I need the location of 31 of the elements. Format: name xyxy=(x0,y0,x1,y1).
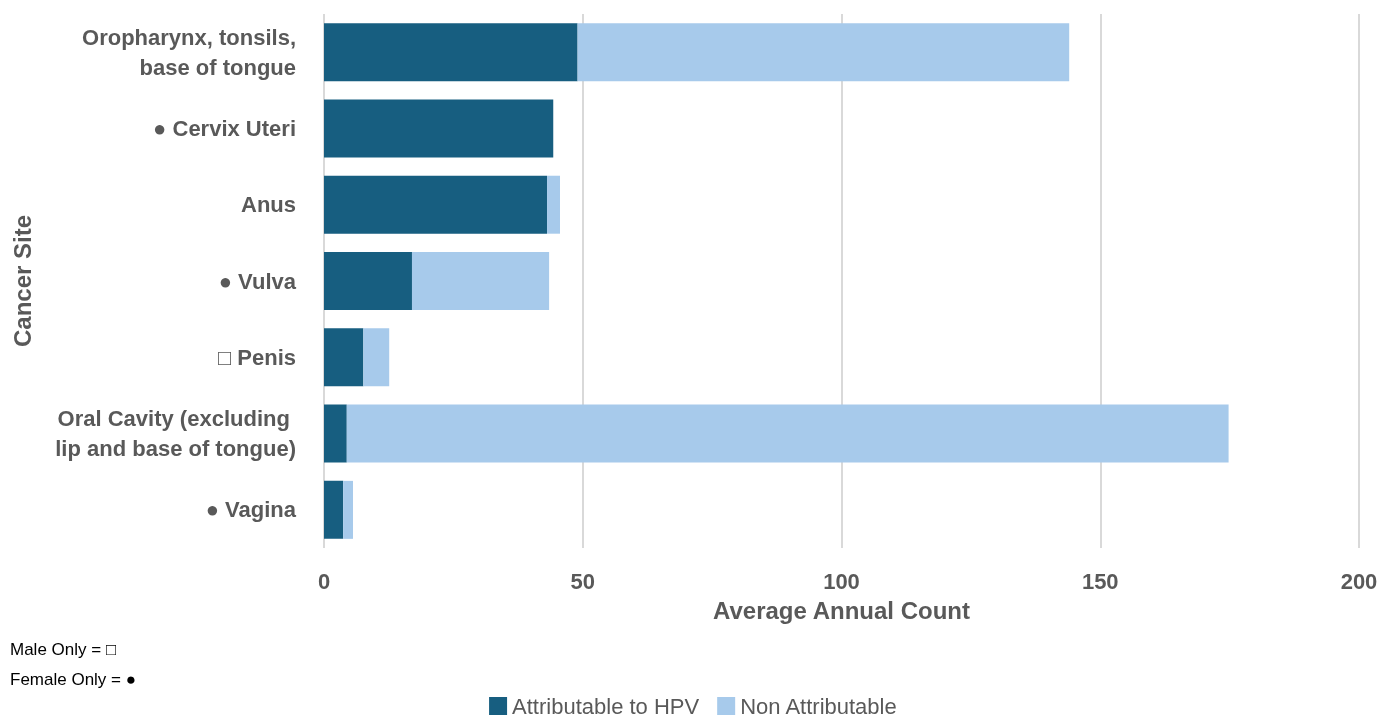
y-tick-label: □ Penis xyxy=(217,344,296,370)
bar xyxy=(411,252,550,310)
bar xyxy=(346,404,1229,463)
legend-label: Non Attributable xyxy=(740,693,897,719)
y-tick-label: Anus xyxy=(241,192,296,218)
bar xyxy=(324,404,347,463)
bar xyxy=(324,99,554,158)
y-tick-label: Oral Cavity (excluding lip and base of tongue) xyxy=(55,406,296,462)
x-tick-label: 100 xyxy=(823,568,860,594)
bar xyxy=(324,480,344,539)
legend-label: Attributable to HPV xyxy=(512,693,700,719)
bar xyxy=(324,252,412,310)
y-tick-label: Oropharynx, tonsils, base of tongue xyxy=(82,24,296,80)
y-tick-label: ● Vulva xyxy=(218,268,297,294)
x-tick-label: 50 xyxy=(570,568,595,594)
y-axis-title: Cancer Site xyxy=(8,214,36,348)
bar xyxy=(324,328,364,387)
y-tick-label: ● Cervix Uteri xyxy=(153,115,296,141)
y-tick-label: ● Vagina xyxy=(205,497,297,523)
bar xyxy=(547,175,560,234)
x-axis-title: Average Annual Count xyxy=(713,596,970,624)
x-tick-label: 150 xyxy=(1081,568,1119,594)
bar xyxy=(343,480,353,539)
text: Male Only = □ xyxy=(10,640,117,660)
x-tick-label: 0 xyxy=(317,568,331,594)
bar xyxy=(324,175,548,234)
x-tick-label: 200 xyxy=(1340,568,1378,594)
bar xyxy=(363,328,390,387)
text: Female Only = ● xyxy=(10,670,137,690)
bar xyxy=(577,23,1070,82)
bar xyxy=(324,23,578,82)
